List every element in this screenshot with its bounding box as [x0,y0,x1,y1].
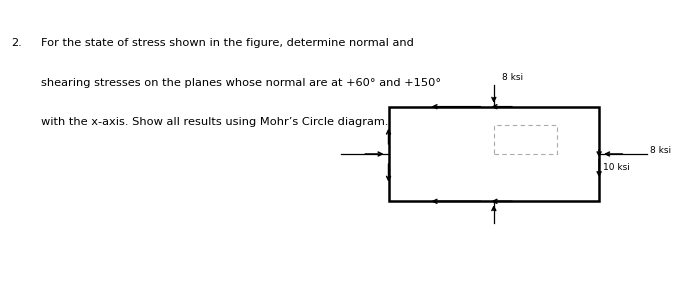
Text: 2.: 2. [12,38,23,48]
Text: with the x-axis. Show all results using Mohr’s Circle diagram.: with the x-axis. Show all results using … [41,117,388,128]
Text: 8 ksi: 8 ksi [650,146,671,155]
Text: shearing stresses on the planes whose normal are at +60° and +150°: shearing stresses on the planes whose no… [41,78,441,88]
Bar [494,125,557,154]
Text: 10 ksi: 10 ksi [602,163,629,172]
Bar [389,107,599,201]
Text: 8 ksi: 8 ksi [502,73,523,82]
Text: For the state of stress shown in the figure, determine normal and: For the state of stress shown in the fig… [41,38,414,48]
